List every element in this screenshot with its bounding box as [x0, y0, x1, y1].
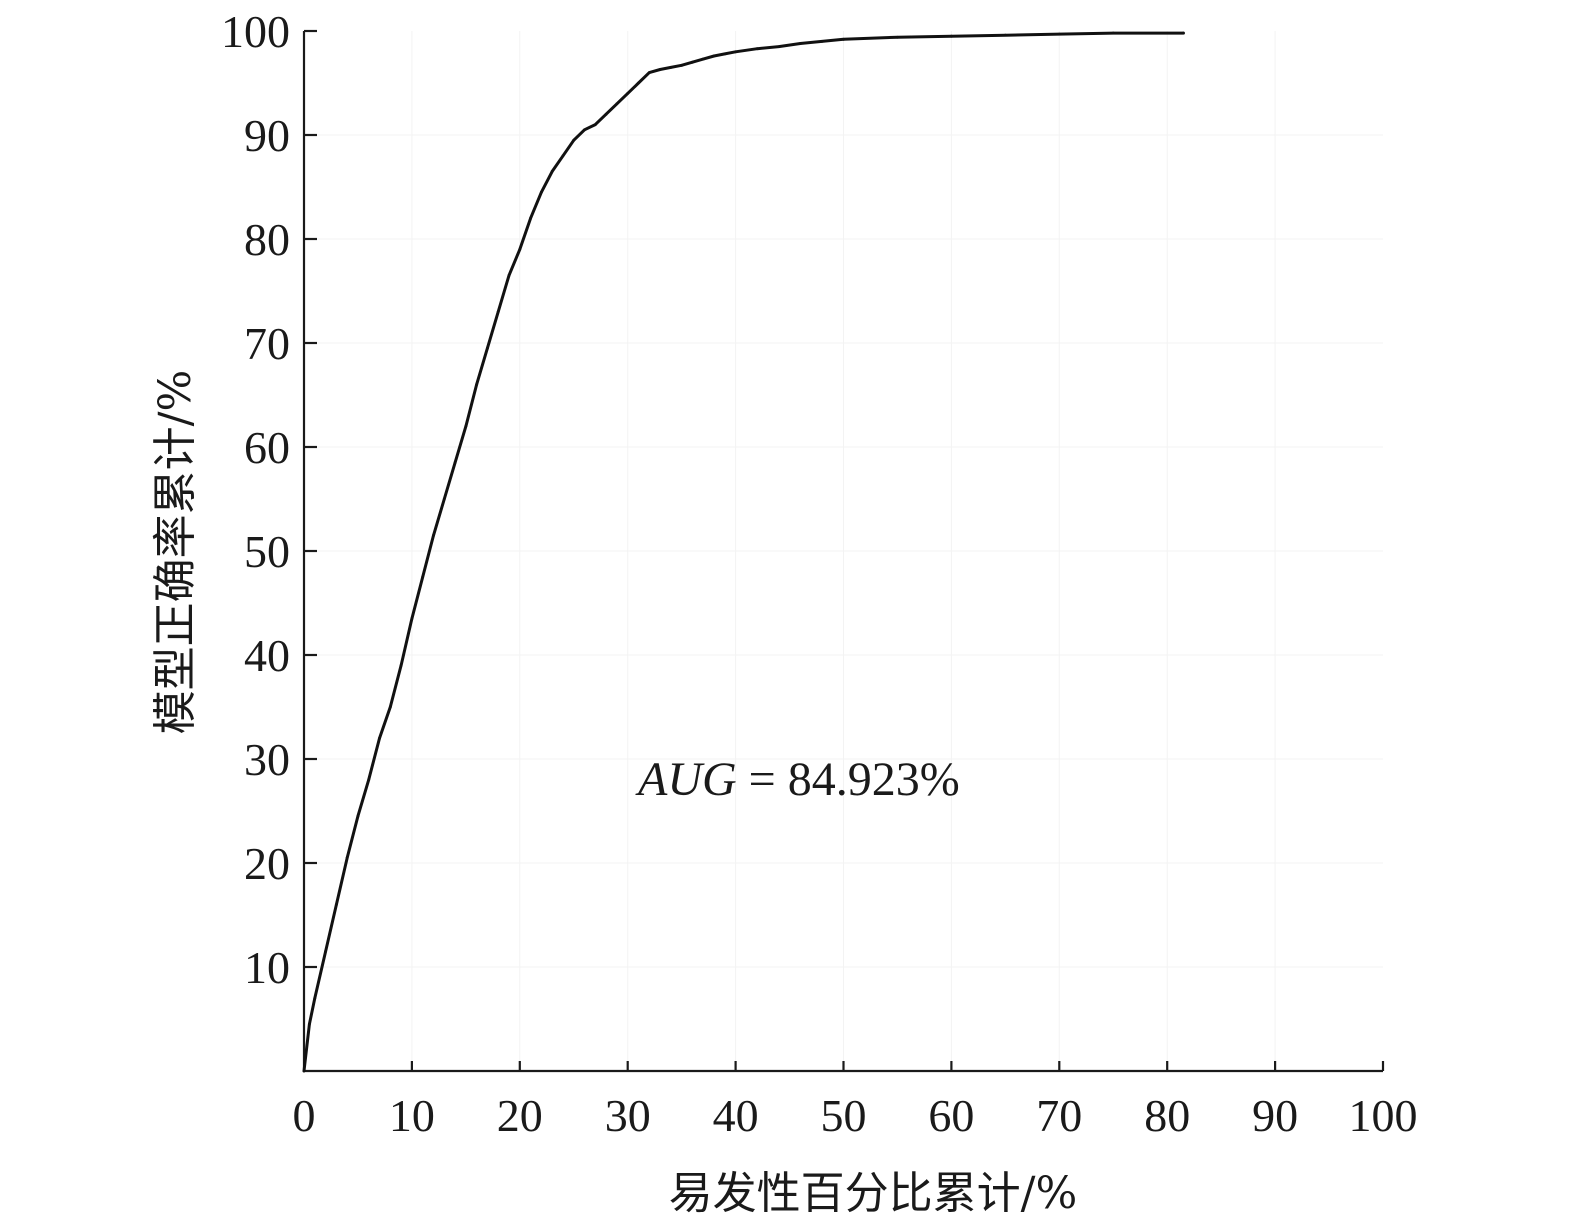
x-tick-label: 100	[1349, 1090, 1418, 1141]
y-tick-label: 90	[244, 110, 290, 161]
data-point	[583, 128, 586, 132]
data-point	[507, 274, 511, 277]
data-point	[712, 54, 716, 58]
annotation-italic-part: AUG	[635, 753, 737, 806]
x-tick-label: 60	[928, 1090, 974, 1141]
x-tick-label: 80	[1144, 1090, 1190, 1141]
data-point	[842, 37, 845, 41]
x-tick-label: 20	[497, 1090, 543, 1141]
data-point	[561, 154, 565, 158]
y-tick-label: 70	[244, 318, 290, 369]
data-point	[421, 575, 425, 579]
grid-layer	[304, 31, 1383, 1071]
data-point	[604, 112, 608, 116]
data-point	[658, 68, 662, 71]
ticks-layer: 0 10 20 30 40 50 60 70 80 90 100 10 20 30 40 50 60 70 80 90…	[221, 6, 1418, 1141]
data-point	[615, 102, 619, 106]
data-point	[367, 778, 371, 782]
x-tick-label: 30	[605, 1090, 651, 1141]
data-point	[464, 424, 468, 428]
x-tick-label: 50	[821, 1090, 867, 1141]
data-point	[734, 50, 737, 54]
y-tick-label: 40	[244, 630, 290, 681]
data-point	[442, 497, 446, 501]
data-point	[820, 40, 824, 43]
data-point	[896, 35, 899, 39]
y-tick-label: 100	[221, 6, 290, 57]
y-tick-label: 60	[244, 422, 290, 473]
data-point	[334, 903, 338, 906]
data-point	[486, 346, 489, 350]
data-point	[356, 814, 360, 818]
data-point	[798, 42, 802, 45]
data-point	[626, 92, 630, 95]
data-point	[529, 216, 532, 220]
data-point	[302, 1069, 306, 1073]
data-point	[723, 52, 727, 56]
data-point	[539, 190, 543, 194]
y-tick-label: 30	[244, 734, 290, 785]
series-layer	[302, 31, 1185, 1073]
data-point	[777, 45, 781, 48]
annotation-label: AUG = 84.923%	[635, 753, 960, 806]
data-point	[593, 123, 597, 126]
y-axis-title: 模型正确率累计/%	[150, 370, 201, 735]
data-point	[324, 950, 327, 953]
data-point	[475, 383, 479, 386]
x-axis-title: 易发性百分比累计/%	[669, 1168, 1078, 1219]
y-tick-label: 10	[244, 942, 290, 993]
x-tick-label: 90	[1252, 1090, 1298, 1141]
data-point	[647, 71, 651, 74]
data-point	[345, 856, 349, 860]
x-tick-label: 70	[1036, 1090, 1082, 1141]
data-point	[691, 60, 694, 64]
data-point	[1057, 32, 1061, 36]
y-tick-label: 20	[244, 838, 290, 889]
data-point	[701, 57, 705, 61]
y-tick-label: 80	[244, 214, 290, 265]
data-point	[410, 617, 414, 620]
data-point	[669, 66, 673, 69]
data-point	[432, 534, 435, 537]
data-point	[518, 248, 522, 251]
data-point	[572, 138, 576, 142]
data-point	[378, 736, 381, 740]
series-line	[302, 31, 1185, 1073]
x-tick-label: 0	[293, 1090, 316, 1141]
data-point	[1003, 33, 1007, 37]
data-point	[1111, 31, 1115, 35]
data-point	[307, 1022, 311, 1026]
data-point	[550, 170, 554, 173]
x-tick-label: 40	[713, 1090, 759, 1141]
data-point	[388, 705, 392, 709]
data-point	[1181, 31, 1185, 35]
y-tick-label: 50	[244, 526, 290, 577]
data-point	[755, 47, 759, 51]
data-point	[637, 81, 640, 85]
data-point	[313, 996, 317, 1000]
x-tick-label: 10	[389, 1090, 435, 1141]
data-point	[399, 664, 403, 667]
data-point	[453, 461, 457, 464]
data-point	[680, 63, 684, 67]
annotation-value-part: = 84.923%	[737, 753, 960, 806]
data-point	[496, 310, 500, 314]
data-point	[950, 34, 953, 38]
